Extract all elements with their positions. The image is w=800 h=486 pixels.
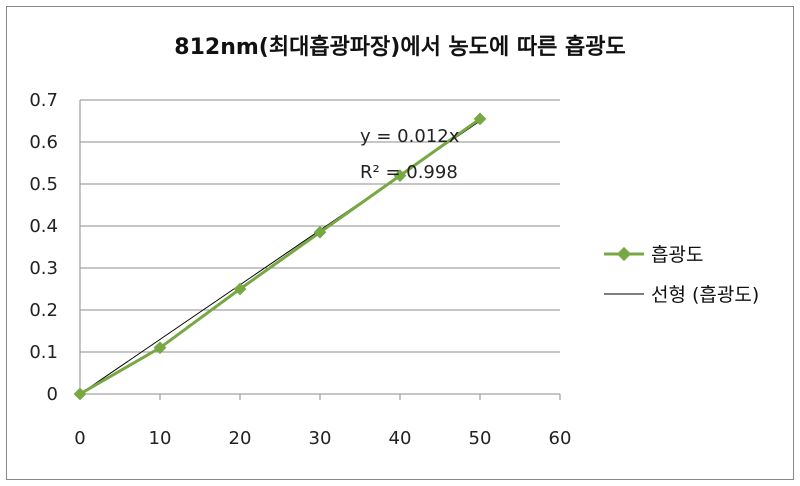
x-tick-label: 0 (74, 428, 85, 449)
x-tick-label: 30 (309, 428, 332, 449)
legend-trendline-label: 선형 (흡광도) (651, 284, 759, 306)
legend-series-marker (616, 246, 632, 262)
x-tick-label: 20 (229, 428, 252, 449)
data-point (73, 387, 87, 401)
trendline-equation: y = 0.012x (360, 126, 460, 147)
series-line (79, 117, 481, 396)
y-tick-label: 0.4 (29, 216, 58, 237)
trendline-r-squared: R² = 0.998 (360, 162, 458, 183)
data-point (393, 169, 407, 182)
legend: 흡광도 선형 (흡광도) (604, 244, 759, 306)
x-tick-label: 60 (549, 428, 572, 449)
series-layer (73, 112, 487, 401)
chart-title: 812nm(최대흡광파장)에서 농도에 따른 흡광도 (174, 35, 625, 60)
x-tick-label: 50 (469, 428, 492, 449)
y-tick-label: 0.2 (29, 300, 58, 321)
axis-layer: 0 0.1 0.2 0.3 0.4 0.5 0.6 0.7 0 10 20 30 40 50 60 (29, 90, 571, 449)
y-tick-label: 0.1 (29, 342, 58, 363)
y-tick-label: 0.5 (29, 174, 58, 195)
x-tick-label: 40 (389, 428, 412, 449)
data-point (473, 112, 487, 126)
legend-series-label: 흡광도 (651, 244, 703, 266)
chart-frame (6, 6, 794, 480)
data-point (153, 341, 167, 355)
y-tick-label: 0.7 (29, 90, 58, 111)
x-tick-label: 10 (149, 428, 172, 449)
data-point (313, 225, 327, 239)
data-point (233, 282, 247, 296)
y-tick-label: 0.6 (29, 132, 58, 153)
y-tick-label: 0 (47, 384, 58, 405)
y-tick-label: 0.3 (29, 258, 58, 279)
